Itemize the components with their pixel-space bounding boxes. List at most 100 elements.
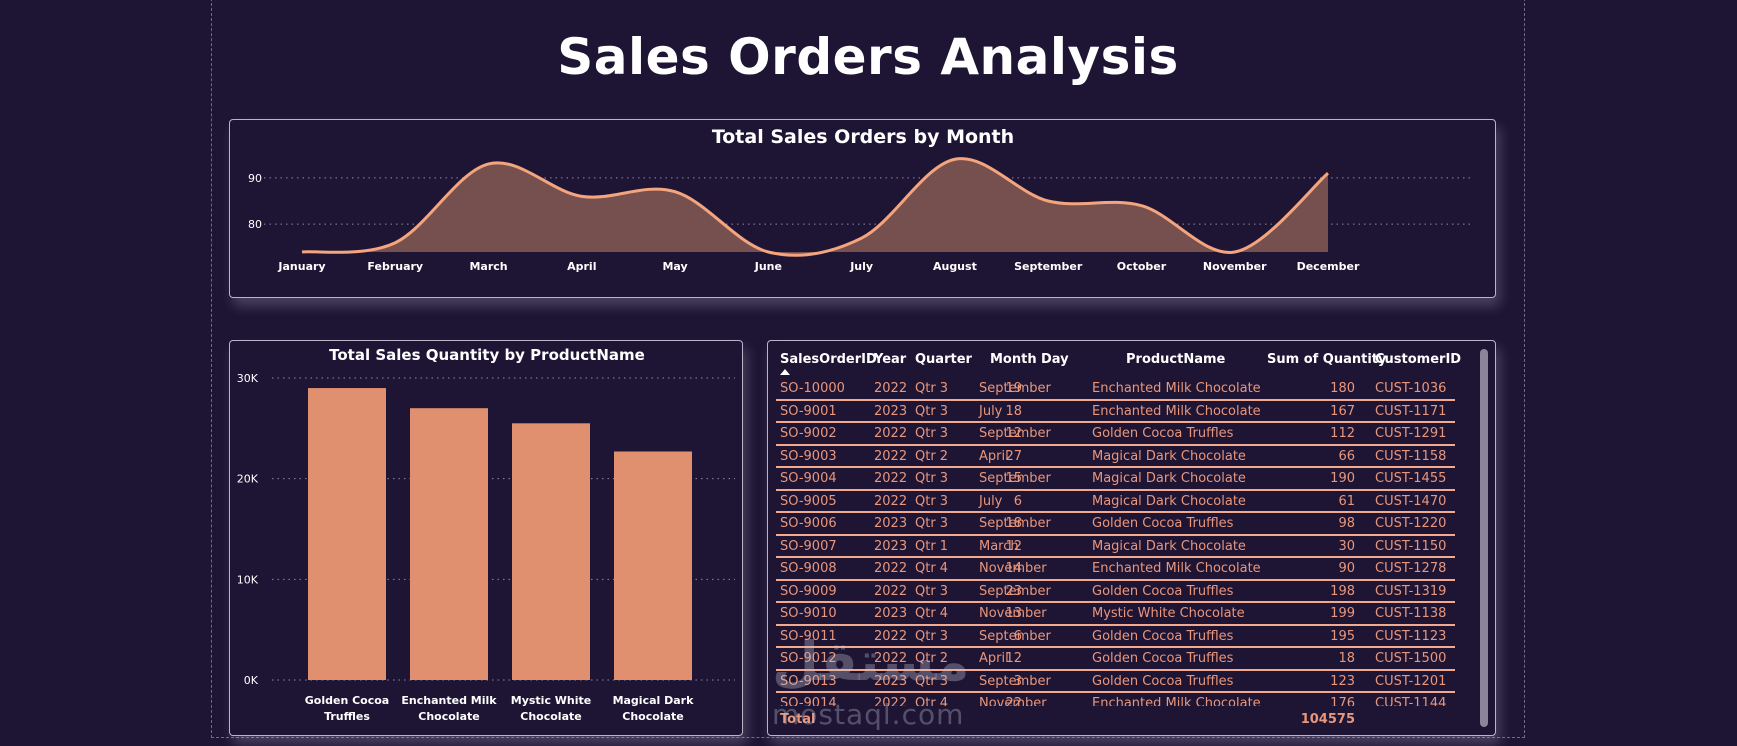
column-header-quarter[interactable]: Quarter [915,352,972,367]
x-tick-label: Chocolate [520,710,581,723]
series-line[interactable] [301,157,1329,257]
cell-customerid: CUST-1144 [1375,696,1447,706]
cell-day: 6 [1013,628,1022,644]
data-point-november[interactable] [1232,249,1238,255]
cell-month: July [979,493,1003,509]
bar-mystic-white-chocolate[interactable] [512,423,590,680]
cell-year: 2022 [874,583,908,599]
data-point-may[interactable] [672,189,678,195]
y-tick-label: 0K [244,674,259,687]
table-row[interactable]: SO-9002 2022 Qtr 3 September 12 Golden Cocoa … [776,423,1455,446]
bar-golden-cocoa-truffles[interactable] [308,388,386,680]
cell-quantity: 66 [1338,448,1355,464]
cell-month: April [979,651,1009,666]
table-row[interactable]: SO-9011 2022 Qtr 3 September 6 Golden Cocoa T… [776,626,1455,648]
table-row[interactable]: SO-10000 2022 Qtr 3 September 19 Enchanted Mi… [776,378,1455,401]
data-point-january[interactable] [299,249,305,255]
cell-day: 14 [1005,561,1022,576]
data-point-february[interactable] [392,240,398,246]
x-tick-label: Truffles [324,710,370,723]
cell-month: September [979,673,1051,689]
column-header-sum-of-quantity[interactable]: Sum of Quantity [1267,352,1387,367]
sales-orders-table: SalesOrderID Year Quarter Month Day Prod… [776,345,1466,733]
cell-day: 13 [1005,606,1022,621]
cell-month: September [979,628,1051,644]
cell-day: 3 [1013,673,1022,689]
data-point-june[interactable] [765,249,771,255]
y-tick-label: 80 [248,218,262,231]
cell-customerid: CUST-1455 [1375,471,1447,486]
cell-customerid: CUST-1201 [1375,673,1447,689]
data-point-april[interactable] [579,193,585,199]
table-row[interactable]: SO-9004 2022 Qtr 3 September 15 Magical Dark … [776,468,1455,491]
column-header-customerid[interactable]: CustomerID [1375,352,1462,367]
cell-customerid: CUST-1150 [1375,538,1447,554]
column-header-salesorderid[interactable]: SalesOrderID [780,352,877,367]
area-fill [302,158,1328,256]
sales-orders-table-card[interactable]: SalesOrderID Year Quarter Month Day Prod… [767,340,1496,736]
cell-quantity: 98 [1338,516,1355,531]
table-row[interactable]: SO-9010 2023 Qtr 4 November 13 Mystic White C… [776,603,1455,626]
sales-quantity-by-product-card[interactable]: Total Sales Quantity by ProductName 0K 10… [229,340,743,736]
cell-customerid: CUST-1171 [1375,403,1447,419]
data-point-september[interactable] [1045,198,1051,204]
sort-ascending-icon[interactable] [780,369,790,375]
cell-customerid: CUST-1319 [1375,583,1447,599]
cell-day: 18 [1005,403,1022,419]
cell-quantity: 176 [1330,696,1355,706]
bar-enchanted-milk-chocolate[interactable] [410,408,488,680]
data-point-august[interactable] [952,156,958,162]
cell-salesorderid: SO-9003 [780,448,837,464]
cell-month: September [979,381,1051,396]
x-tick-label: September [1014,260,1083,273]
y-tick-label: 20K [237,473,259,486]
cell-month: September [979,426,1051,441]
cell-day: 22 [1005,696,1022,706]
table-row[interactable]: SO-9012 2022 Qtr 2 April 12 Golden Cocoa Truf… [776,648,1455,671]
cell-quantity: 30 [1338,538,1355,554]
table-row[interactable]: SO-9005 2022 Qtr 3 July 6 Magical Dark Chocol… [776,491,1455,513]
cell-salesorderid: SO-9006 [780,516,837,531]
cell-day: 12 [1005,651,1022,666]
table-row[interactable]: SO-9007 2023 Qtr 1 March 12 Magical Dark Choc… [776,536,1455,558]
table-row[interactable]: SO-9001 2023 Qtr 3 July 18 Enchanted Milk Cho… [776,401,1455,423]
cell-productname: Golden Cocoa Truffles [1092,673,1234,689]
cell-salesorderid: SO-9011 [780,628,837,644]
table-row[interactable]: SO-9013 2023 Qtr 3 September 3 Golden Cocoa T… [776,671,1455,693]
bar-magical-dark-chocolate[interactable] [614,451,692,680]
cell-month: September [979,583,1051,599]
x-tick-label: Enchanted Milk [401,694,497,707]
table-scrollbar-thumb[interactable] [1480,349,1488,727]
table-row[interactable]: SO-9014 2022 Qtr 4 November 22 Enchanted Milk… [776,693,1455,706]
cell-quantity: 180 [1330,381,1355,396]
data-point-march[interactable] [486,161,492,167]
table-body[interactable]: SO-10000 2022 Qtr 3 September 19 Enchanted Mi… [776,378,1456,706]
x-tick-label: April [567,260,596,273]
table-row[interactable]: SO-9008 2022 Qtr 4 November 14 Enchanted Milk… [776,558,1455,581]
x-tick-label: May [662,260,687,273]
cell-productname: Enchanted Milk Chocolate [1092,561,1261,576]
table-scrollbar[interactable] [1479,349,1489,727]
table-row[interactable]: SO-9003 2022 Qtr 2 April 27 Magical Dark Choc… [776,446,1455,468]
sales-orders-by-month-card[interactable]: Total Sales Orders by Month 80 90 January F… [229,119,1496,298]
data-point-july[interactable] [859,235,865,241]
column-header-month[interactable]: Month [990,352,1037,367]
x-tick-label: November [1203,260,1267,273]
column-header-day[interactable]: Day [1041,352,1069,367]
cell-day: 19 [1005,381,1022,396]
cell-quarter: Qtr 3 [915,471,949,486]
table-row[interactable]: SO-9006 2023 Qtr 3 September 18 Golden Cocoa … [776,513,1455,536]
cell-year: 2022 [874,493,908,509]
column-header-year[interactable]: Year [874,352,907,367]
column-header-productname[interactable]: ProductName [1126,352,1226,367]
cell-customerid: CUST-1500 [1375,651,1447,666]
data-point-december[interactable] [1325,170,1331,176]
cell-quarter: Qtr 3 [915,628,949,644]
data-point-october[interactable] [1138,203,1144,209]
cell-salesorderid: SO-9002 [780,426,837,441]
cell-quantity: 123 [1330,673,1355,689]
cell-salesorderid: SO-9009 [780,583,837,599]
table-row[interactable]: SO-9009 2022 Qtr 3 September 23 Golden Cocoa … [776,581,1455,603]
cell-productname: Enchanted Milk Chocolate [1092,403,1261,419]
cell-day: 12 [1005,538,1022,554]
